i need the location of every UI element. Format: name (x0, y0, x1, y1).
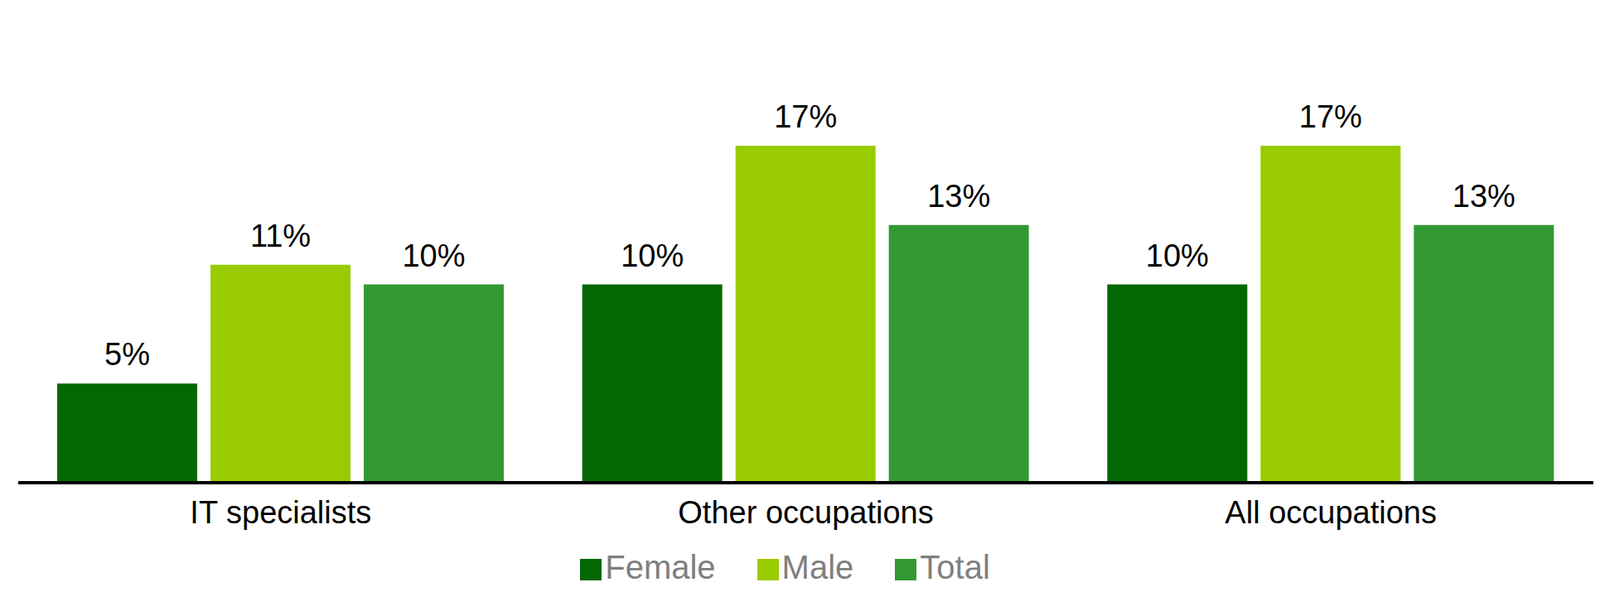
svg-text:11%: 11% (250, 218, 311, 254)
svg-text:13%: 13% (1452, 178, 1516, 214)
svg-text:17%: 17% (773, 99, 837, 135)
svg-text:IT specialists: IT specialists (189, 495, 372, 531)
svg-text:10%: 10% (401, 238, 465, 274)
svg-text:5%: 5% (104, 337, 150, 373)
svg-text:All occupations: All occupations (1224, 495, 1437, 531)
svg-text:Other occupations: Other occupations (677, 495, 933, 531)
svg-text:17%: 17% (1299, 99, 1363, 135)
html-text:Female: Female (605, 549, 716, 586)
svg-text:13%: 13% (927, 178, 991, 214)
svg-text:10%: 10% (620, 238, 684, 274)
svg-text:10%: 10% (1145, 238, 1209, 274)
html-text:Total: Total (919, 549, 990, 586)
html-text:Male: Male (781, 549, 854, 586)
